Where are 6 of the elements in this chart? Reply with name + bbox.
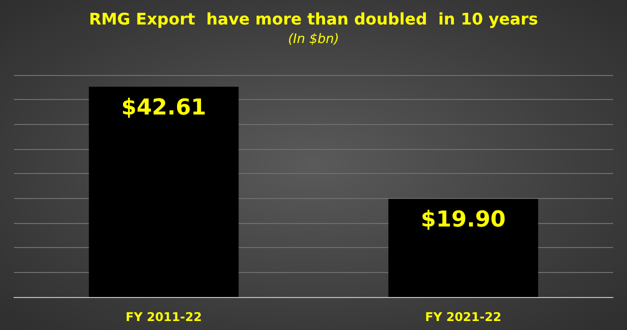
x-tick-label: FY 2021-22 (425, 310, 502, 324)
chart-subtitle: (In $bn) (288, 32, 340, 47)
chart-title: RMG Export have more than doubled in 10 years (88, 10, 538, 28)
data-label: $19.90 (420, 207, 506, 232)
data-label: $42.61 (121, 95, 206, 120)
x-tick-label: FY 2011-22 (126, 310, 202, 324)
